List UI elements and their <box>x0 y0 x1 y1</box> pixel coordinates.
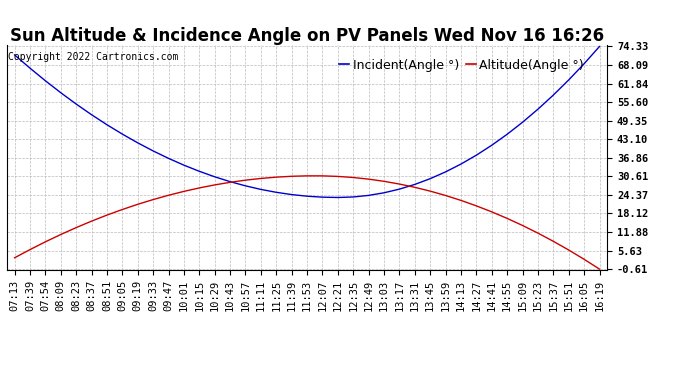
Text: Copyright 2022 Cartronics.com: Copyright 2022 Cartronics.com <box>8 52 178 62</box>
Title: Sun Altitude & Incidence Angle on PV Panels Wed Nov 16 16:26: Sun Altitude & Incidence Angle on PV Pan… <box>10 27 604 45</box>
Legend: Incident(Angle °), Altitude(Angle °): Incident(Angle °), Altitude(Angle °) <box>335 54 589 76</box>
